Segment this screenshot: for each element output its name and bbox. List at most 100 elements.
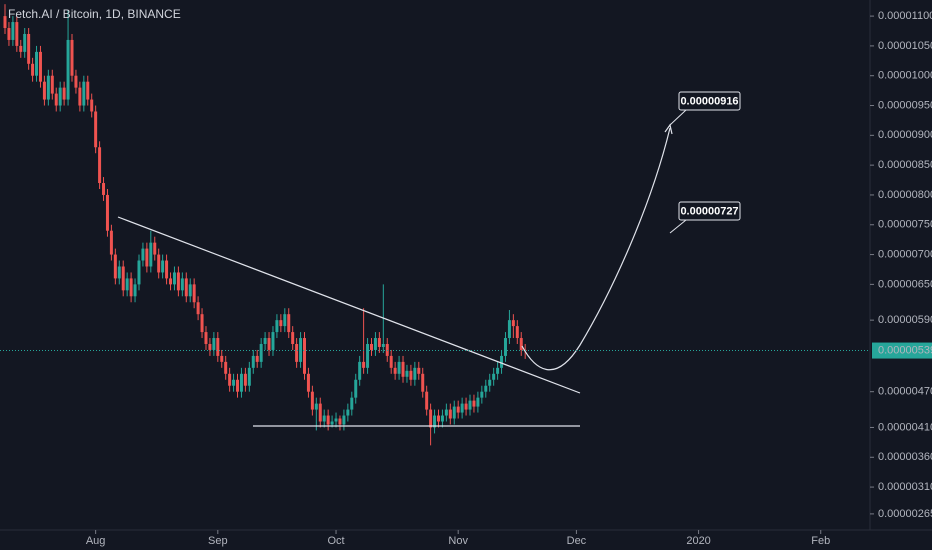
candle-body [338,418,342,425]
y-tick-label: 0.00000750 [878,219,932,231]
candle-body [429,409,433,428]
candle-body [322,415,326,422]
candle-body [346,409,350,416]
candle-body [417,367,421,374]
candle-body [287,314,291,333]
chart-title: Fetch.AI / Bitcoin, 1D, BINANCE [8,7,181,21]
candle-body [444,409,448,416]
candle-body [149,242,153,267]
candle-body [515,326,519,339]
candle-body [42,81,46,100]
candle-body [397,361,401,374]
candle-body [440,415,444,422]
candle-body [161,260,165,273]
y-tick-label: 0.00000410 [878,421,932,433]
candle-body [35,51,39,76]
candle-body [243,373,247,386]
candle-body [196,302,200,315]
candle-body [472,400,476,407]
candle-body [19,45,23,52]
candle-body [121,266,125,291]
y-tick-label: 0.00000590 [878,314,932,326]
y-tick-label: 0.00000800 [878,189,932,201]
projection-curve [521,127,671,371]
candle-body [366,343,370,368]
candle-body [15,22,19,46]
candle-body [78,87,82,106]
candle-body [310,391,314,410]
candle-body [7,28,11,40]
candle-body [46,75,50,100]
candle-body [58,87,62,106]
candle-body [314,403,318,410]
callout-text: 0.00000727 [680,205,738,217]
candle-body [98,147,102,184]
last-price-tag [872,342,932,359]
y-tick-label: 0.00000850 [878,159,932,171]
candle-body [212,338,216,350]
candle-body [208,343,212,350]
candle-body [62,87,66,100]
callout-pointer [669,109,687,126]
candle-body [172,272,176,285]
callout-pointer [669,219,687,234]
candle-body [90,99,94,112]
candle-body [507,320,511,339]
candle-body [452,406,456,419]
candle-body [330,421,334,425]
candle-body [54,93,58,106]
candle-body [342,415,346,425]
candle-body [23,33,27,52]
candle-body [401,361,405,377]
candle-body [295,343,299,362]
x-tick-label: Dec [567,535,587,547]
candle-body [303,338,307,374]
candle-body [247,367,251,386]
candle-body [70,39,74,76]
candle-body [362,361,366,368]
candle-body [334,418,338,422]
candle-body [413,367,417,380]
candle-body [86,81,90,100]
candle-body [129,278,133,297]
candle-body [165,260,169,279]
y-tick-label: 0.00000700 [878,248,932,260]
candle-body [224,361,228,374]
candle-body [503,338,507,356]
y-tick-label: 0.00001100 [878,10,932,22]
candle-body [180,278,184,291]
candle-body [50,75,54,94]
candle-body [220,355,224,362]
x-tick-label: Feb [811,535,830,547]
candle-body [464,403,468,410]
candle-body [354,379,358,398]
y-tick-label: 0.00001050 [878,40,932,52]
y-tick-label: 0.00001000 [878,70,932,82]
candle-body [318,403,322,422]
candle-body [377,338,381,347]
callout-box [678,201,741,221]
candle-body [204,332,208,344]
candle-body [409,370,413,380]
candle-body [188,284,192,297]
last-price-label: 0.00000539 [878,344,932,356]
candle-body [468,400,472,410]
candle-body [456,406,460,413]
candle-body [11,22,15,40]
candle-body [511,320,515,327]
candle-body [271,332,275,350]
candle-body [350,397,354,410]
y-tick-label: 0.00000470 [878,386,932,398]
y-tick-label: 0.00000360 [878,451,932,463]
candle-body [275,320,279,333]
candle-body [263,338,267,344]
candle-body [460,403,464,413]
candle-body [299,338,303,362]
y-tick-label: 0.00000265 [878,508,932,520]
candle-body [157,254,161,273]
candle-body [476,397,480,407]
candle-body [200,314,204,333]
